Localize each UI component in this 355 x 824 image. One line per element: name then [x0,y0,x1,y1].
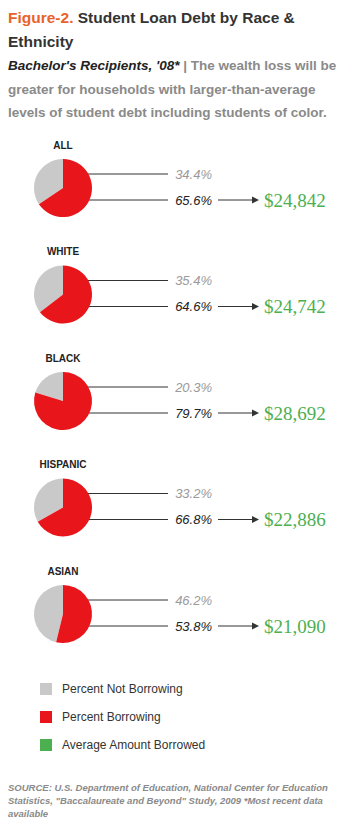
svg-text:20.3%: 20.3% [174,380,212,395]
svg-text:33.2%: 33.2% [175,486,212,501]
svg-text:Percent Borrowing: Percent Borrowing [62,710,161,724]
svg-text:66.8%: 66.8% [175,512,212,527]
svg-text:46.2%: 46.2% [175,593,212,608]
svg-text:64.6%: 64.6% [175,299,212,314]
svg-text:Percent Not Borrowing: Percent Not Borrowing [62,682,183,696]
svg-text:79.7%: 79.7% [175,406,212,421]
svg-text:BLACK: BLACK [46,353,82,364]
svg-text:WHITE: WHITE [47,246,80,257]
svg-text:HISPANIC: HISPANIC [39,459,86,470]
svg-text:65.6%: 65.6% [175,193,212,208]
svg-text:ALL: ALL [53,140,72,151]
svg-text:$22,886: $22,886 [264,509,326,530]
svg-text:$28,692: $28,692 [264,403,326,424]
svg-text:Average Amount Borrowed: Average Amount Borrowed [62,738,205,752]
svg-text:35.4%: 35.4% [175,273,212,288]
html-text:Figure-2. Student Loan Debt by: Figure-2. Student Loan Debt by Race & Et… [8,9,295,50]
svg-text:ASIAN: ASIAN [47,566,78,577]
svg-text:$21,090: $21,090 [264,616,326,637]
svg-text:$24,742: $24,742 [264,296,326,317]
svg-text:53.8%: 53.8% [175,619,212,634]
svg-text:34.4%: 34.4% [175,167,212,182]
html-text:Bachelor's Recipients, '08* |: Bachelor's Recipients, '08* | The wealth… [8,58,337,120]
svg-text:$24,842: $24,842 [264,190,326,211]
html-text:SOURCE: U.S. Department of Edu: SOURCE: U.S. Department of Education, Na… [8,782,328,819]
